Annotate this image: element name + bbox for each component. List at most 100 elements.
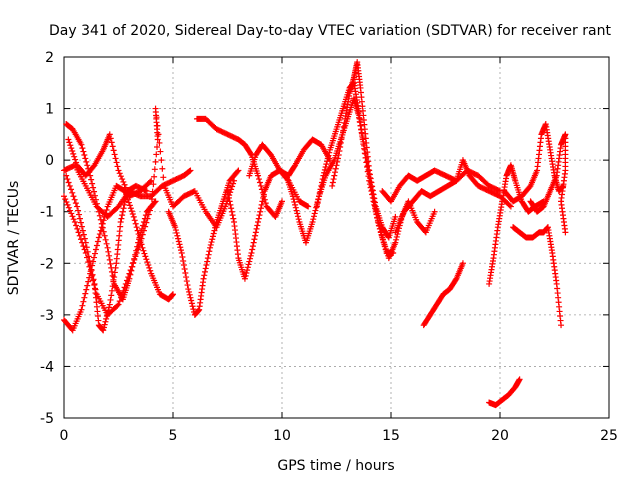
data-point — [69, 213, 76, 220]
data-point — [105, 307, 112, 314]
data-point — [361, 150, 368, 157]
data-point — [368, 188, 375, 195]
data-point — [80, 148, 87, 155]
data-point — [206, 248, 213, 255]
data-point — [78, 141, 85, 148]
data-point — [117, 173, 124, 180]
data-point — [316, 193, 323, 200]
data-point — [201, 272, 208, 279]
data-point — [133, 247, 140, 254]
data-point — [130, 213, 137, 220]
data-point — [86, 274, 93, 281]
data-point — [224, 188, 231, 195]
x-tick-label: 5 — [169, 428, 178, 444]
data-point — [75, 207, 82, 214]
data-point — [79, 145, 86, 152]
data-point — [363, 159, 370, 166]
data-point — [157, 148, 164, 155]
data-point — [312, 207, 319, 214]
data-point — [158, 157, 165, 164]
data-point — [182, 270, 189, 277]
data-point — [83, 158, 90, 165]
data-point — [367, 184, 374, 191]
data-point — [188, 300, 195, 307]
data-point — [86, 257, 93, 264]
data-point — [115, 167, 122, 174]
data-point — [119, 176, 126, 183]
data-point — [146, 178, 153, 185]
data-point — [366, 177, 373, 184]
data-point — [359, 136, 366, 143]
data-point — [188, 297, 195, 304]
data-point — [100, 327, 107, 334]
data-point — [257, 182, 264, 189]
data-point — [133, 224, 140, 231]
data-point — [129, 211, 136, 218]
data-point — [314, 200, 321, 207]
data-point — [377, 228, 384, 235]
data-point — [365, 173, 372, 180]
data-point — [175, 235, 182, 242]
data-point — [324, 155, 331, 162]
data-point — [325, 152, 332, 159]
data-point — [506, 202, 513, 209]
data-point — [68, 210, 75, 217]
data-point — [78, 223, 85, 230]
data-point — [127, 271, 134, 278]
data-point — [98, 224, 105, 231]
data-point — [260, 191, 267, 198]
data-point — [189, 303, 196, 310]
data-point — [92, 250, 99, 257]
data-point — [97, 227, 104, 234]
y-tick-label: -4 — [40, 359, 54, 375]
data-point — [377, 225, 384, 232]
data-point — [335, 151, 342, 158]
data-point — [107, 260, 114, 267]
data-point — [321, 169, 328, 176]
data-point — [73, 159, 80, 166]
data-point — [371, 201, 378, 208]
data-point — [102, 318, 109, 325]
data-point — [116, 170, 123, 177]
data-point — [318, 182, 325, 189]
x-axis-label: GPS time / hours — [277, 458, 394, 474]
data-point — [459, 260, 466, 267]
data-point — [378, 231, 385, 238]
data-point — [313, 204, 320, 211]
data-point — [142, 212, 149, 219]
data-point — [143, 188, 150, 195]
data-point — [249, 243, 256, 250]
series-sat-m — [313, 79, 438, 262]
data-point — [146, 264, 153, 271]
data-point — [245, 261, 252, 268]
data-point — [558, 322, 565, 329]
data-point — [366, 181, 373, 188]
data-point — [175, 238, 182, 245]
data-point — [103, 240, 110, 247]
data-point — [187, 294, 194, 301]
data-point — [134, 243, 141, 250]
data-point — [360, 141, 367, 148]
data-point — [177, 244, 184, 251]
data-point — [96, 212, 103, 219]
data-point — [311, 210, 318, 217]
data-point — [516, 376, 523, 383]
data-point — [71, 219, 78, 226]
data-point — [334, 155, 341, 162]
series-sat-r — [486, 376, 523, 409]
x-tick-label: 25 — [600, 428, 618, 444]
data-point — [313, 203, 320, 210]
data-point — [153, 151, 160, 158]
series-sat-j — [246, 136, 333, 179]
data-point — [136, 234, 143, 241]
x-tick-label: 15 — [382, 428, 400, 444]
data-point — [337, 139, 344, 146]
series-sat-p — [420, 260, 466, 329]
data-point — [180, 257, 187, 264]
data-point — [126, 202, 133, 209]
data-point — [61, 193, 67, 200]
data-point — [257, 205, 264, 212]
data-point — [79, 227, 86, 234]
data-point — [254, 222, 261, 229]
